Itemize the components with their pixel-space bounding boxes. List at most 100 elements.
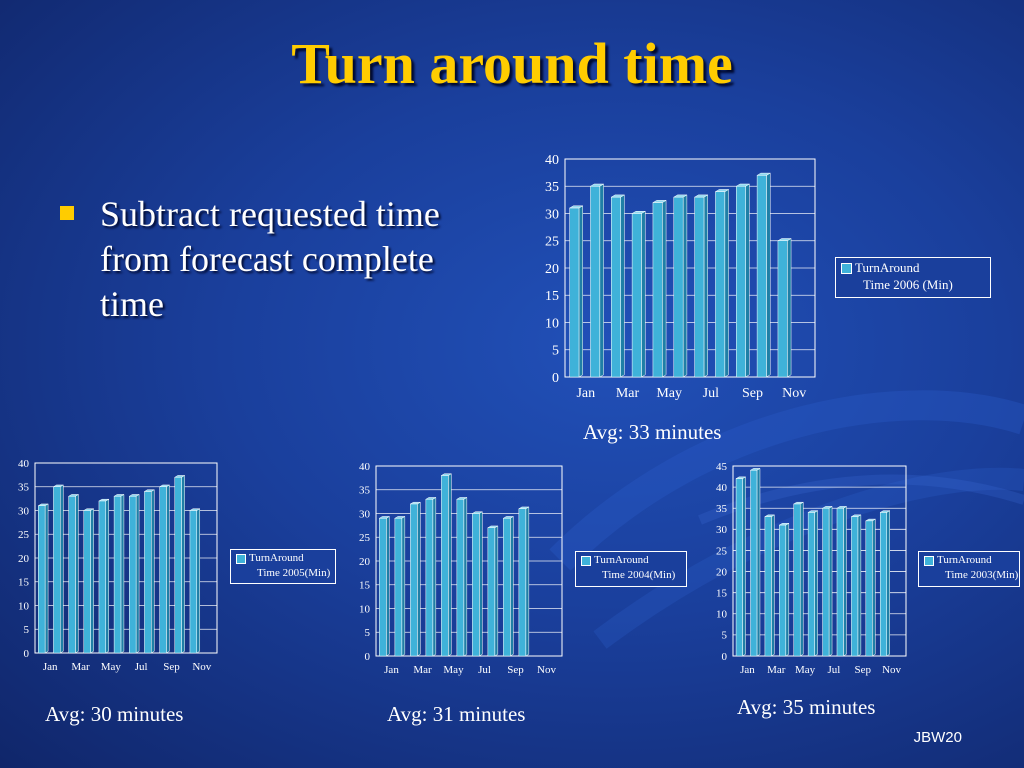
y-tick-label: 5 xyxy=(365,627,371,639)
y-tick-label: 0 xyxy=(722,651,728,663)
bar xyxy=(455,497,468,657)
bar xyxy=(486,525,499,657)
bar xyxy=(836,505,848,657)
plot-area xyxy=(375,465,563,657)
plot-area xyxy=(564,158,816,378)
y-tick-label: 35 xyxy=(359,485,371,497)
plot-area xyxy=(732,465,907,657)
bar xyxy=(143,489,156,654)
x-tick-label: Nov xyxy=(192,661,211,673)
bar xyxy=(879,510,891,657)
bar xyxy=(763,514,776,657)
x-tick-label: Nov xyxy=(882,664,901,676)
y-tick-label: 5 xyxy=(722,630,728,642)
bar xyxy=(735,476,747,657)
y-tick-label: 0 xyxy=(552,371,559,386)
y-tick-label: 15 xyxy=(359,580,371,592)
x-tick-label: Jan xyxy=(740,664,755,676)
average-label: Avg: 31 minutes xyxy=(387,702,526,726)
x-tick-label: May xyxy=(443,664,464,676)
chart-legend: TurnAround Time 2004(Min) xyxy=(575,551,687,587)
y-tick-label: 5 xyxy=(552,344,559,359)
bar xyxy=(502,516,515,657)
bar xyxy=(67,494,80,654)
x-tick-label: Jan xyxy=(384,664,399,676)
bar xyxy=(778,522,790,657)
y-tick-label: 20 xyxy=(18,553,30,565)
bar xyxy=(393,516,406,657)
bar xyxy=(424,497,437,657)
x-tick-label: Jul xyxy=(703,386,719,401)
x-tick-label: Sep xyxy=(507,664,524,676)
y-tick-label: 25 xyxy=(359,532,371,544)
bar xyxy=(113,494,125,654)
y-tick-label: 30 xyxy=(545,207,559,222)
bar xyxy=(517,506,530,657)
chart-legend: TurnAround Time 2005(Min) xyxy=(230,549,336,584)
x-tick-label: Nov xyxy=(782,386,806,401)
legend-label: TurnAround xyxy=(594,554,649,566)
bar xyxy=(714,189,730,378)
y-tick-label: 40 xyxy=(359,461,371,473)
x-tick-label: Jul xyxy=(135,661,148,673)
y-tick-label: 35 xyxy=(545,180,559,195)
bar xyxy=(52,484,65,654)
chart-legend: TurnAround Time 2003(Min) xyxy=(918,551,1020,587)
bar xyxy=(756,172,772,378)
legend-label: TurnAround xyxy=(937,554,992,566)
y-tick-label: 10 xyxy=(545,316,559,331)
legend-label: Time 2006 (Min) xyxy=(863,277,953,292)
bar xyxy=(777,238,792,378)
bar xyxy=(610,194,626,378)
x-tick-label: Jan xyxy=(43,661,58,673)
bullet-square-icon xyxy=(60,206,74,220)
y-tick-label: 15 xyxy=(545,289,559,304)
y-tick-label: 25 xyxy=(18,529,30,541)
x-tick-label: Sep xyxy=(163,661,180,673)
y-tick-label: 40 xyxy=(716,482,728,494)
bar xyxy=(158,484,171,654)
y-tick-label: 25 xyxy=(545,235,559,250)
bar xyxy=(82,508,95,654)
legend-swatch xyxy=(236,553,246,564)
legend-label: Time 2005(Min) xyxy=(257,567,331,579)
bar xyxy=(98,498,110,654)
legend-swatch xyxy=(581,555,591,566)
bar xyxy=(735,183,751,378)
y-tick-label: 40 xyxy=(18,458,30,470)
average-label: Avg: 33 minutes xyxy=(583,420,722,444)
bar xyxy=(189,508,201,654)
y-tick-label: 0 xyxy=(365,651,371,663)
x-tick-label: Mar xyxy=(413,664,432,676)
y-tick-label: 0 xyxy=(24,648,30,660)
x-tick-label: Jul xyxy=(827,664,840,676)
y-tick-label: 20 xyxy=(716,566,728,578)
bar xyxy=(471,511,484,657)
bar xyxy=(864,518,877,657)
bar xyxy=(792,501,805,657)
slide-title: Turn around time xyxy=(291,31,733,96)
bar xyxy=(589,183,605,378)
y-tick-label: 35 xyxy=(18,482,30,494)
legend-label: TurnAround xyxy=(855,260,920,275)
x-tick-label: May xyxy=(656,386,682,401)
bullet-item: Subtract requested time from forecast co… xyxy=(60,192,490,327)
y-tick-label: 35 xyxy=(716,503,728,515)
y-tick-label: 10 xyxy=(18,600,30,612)
legend-label: Time 2003(Min) xyxy=(945,569,1019,581)
x-tick-label: Jan xyxy=(576,386,595,401)
legend-swatch xyxy=(924,555,934,566)
average-label: Avg: 35 minutes xyxy=(737,695,876,719)
bar xyxy=(378,516,391,657)
x-tick-label: May xyxy=(101,661,122,673)
bar xyxy=(850,514,862,657)
x-tick-label: Mar xyxy=(767,664,786,676)
x-tick-label: Jul xyxy=(478,664,491,676)
y-tick-label: 30 xyxy=(18,505,30,517)
y-tick-label: 20 xyxy=(545,262,559,277)
legend-label: Time 2004(Min) xyxy=(602,569,676,581)
slide-footer: JBW20 xyxy=(913,729,962,746)
